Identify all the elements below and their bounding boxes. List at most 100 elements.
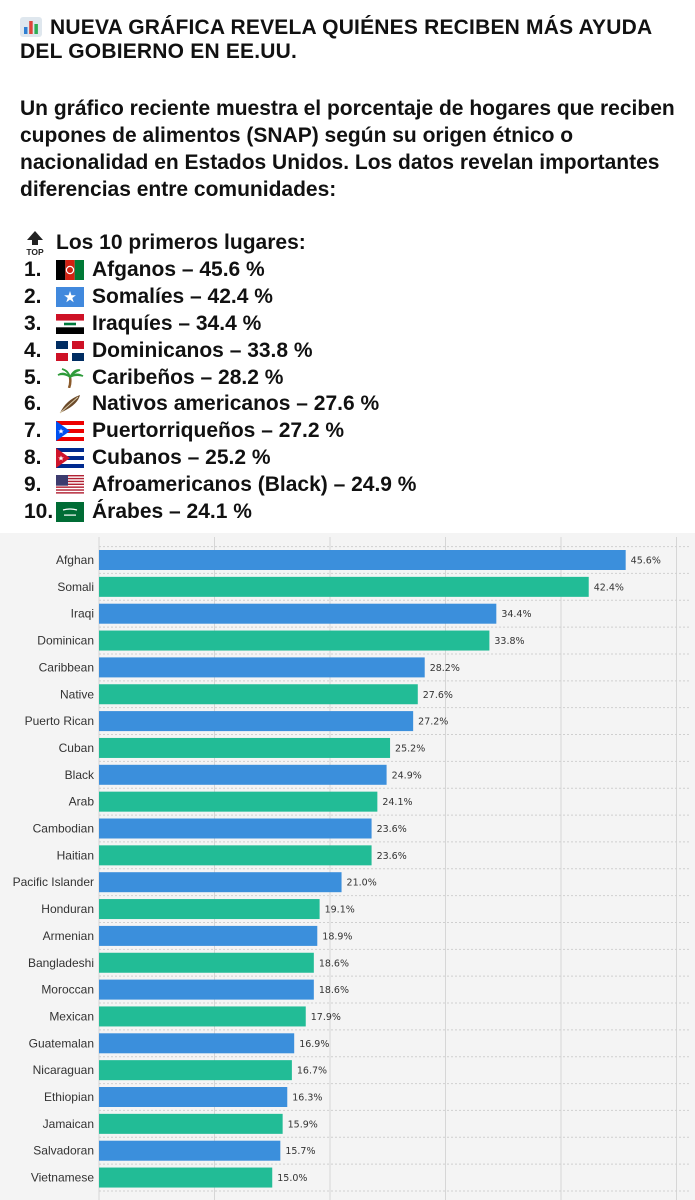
top-heading: TOP Los 10 primeros lugares:	[24, 230, 306, 256]
bar-mexican	[99, 1006, 306, 1027]
category-label: Somali	[57, 580, 94, 594]
bar-vietnamese	[99, 1167, 273, 1188]
ranking-list: 1. Afganos – 45.6 % 2. Somalíes – 42.4 % 3. I…	[24, 257, 416, 525]
value-label: 28.2%	[430, 663, 460, 674]
value-label: 19.1%	[325, 905, 355, 916]
ranking-text: Afganos – 45.6 %	[92, 258, 265, 282]
value-label: 23.6%	[377, 851, 407, 862]
bar-ethiopian	[99, 1087, 288, 1107]
value-label: 42.4%	[594, 582, 624, 593]
value-label: 16.7%	[297, 1066, 327, 1077]
value-label: 23.6%	[377, 824, 407, 835]
bar-bangladeshi	[99, 952, 314, 973]
ranking-text: Caribeños – 28.2 %	[92, 365, 284, 389]
value-label: 24.9%	[392, 770, 422, 781]
bar-haitian	[99, 845, 372, 866]
value-label: 18.6%	[319, 985, 349, 996]
category-label: Nicaraguan	[33, 1063, 94, 1077]
ranking-item: 4. Dominicanos – 33.8 %	[24, 337, 416, 364]
category-label: Moroccan	[41, 983, 94, 997]
value-label: 24.1%	[382, 797, 412, 808]
svg-text:TOP: TOP	[26, 247, 44, 256]
category-label: Pacific Islander	[13, 875, 94, 889]
bar-arab	[99, 791, 378, 812]
bar-caribbean	[99, 657, 425, 678]
bar-moroccan	[99, 979, 314, 1000]
ranking-number: 8.	[24, 445, 42, 469]
value-label: 16.9%	[299, 1039, 329, 1050]
puerto-rico-flag-icon	[56, 421, 84, 442]
value-label: 18.6%	[319, 958, 349, 969]
ranking-text: Iraquíes – 34.4 %	[92, 311, 262, 335]
dominican-republic-flag-icon	[56, 340, 84, 361]
bar-afghan	[99, 550, 626, 570]
top-heading-text: Los 10 primeros lugares:	[56, 231, 306, 254]
palm-tree-icon	[56, 367, 84, 388]
category-label: Haitian	[57, 848, 94, 862]
ranking-number: 9.	[24, 472, 42, 496]
ranking-text: Cubanos – 25.2 %	[92, 445, 271, 469]
ranking-number: 7.	[24, 419, 42, 443]
bar-guatemalan	[99, 1033, 295, 1054]
bar-salvadoran	[99, 1140, 281, 1161]
bar-cambodian	[99, 818, 372, 839]
category-label: Arab	[69, 795, 95, 809]
value-label: 17.9%	[311, 1012, 341, 1023]
category-label: Black	[65, 768, 95, 782]
bar-honduran	[99, 899, 320, 920]
bar-cuban	[99, 737, 391, 758]
ranking-number: 1.	[24, 258, 42, 282]
category-label: Guatemalan	[29, 1036, 94, 1050]
post-text-area: NUEVA GRÁFICA REVELA QUIÉNES RECIBEN MÁS…	[0, 0, 695, 533]
ranking-text: Árabes – 24.1 %	[92, 499, 252, 523]
category-label: Mexican	[49, 1009, 94, 1023]
bar-chart-svg: Afghan 45.6% Somali 42.4% Iraqi 34.4% Dominica…	[13, 537, 689, 1200]
category-label: Salvadoran	[33, 1144, 94, 1158]
ranking-number: 5.	[24, 365, 42, 389]
somalia-flag-icon	[56, 287, 84, 308]
value-label: 27.2%	[418, 717, 448, 728]
feather-icon	[56, 394, 84, 414]
value-label: 15.0%	[277, 1173, 307, 1184]
category-label: Cambodian	[33, 822, 94, 836]
ranking-item: 10. Árabes – 24.1 %	[24, 498, 416, 525]
value-label: 21.0%	[347, 878, 377, 889]
iraq-flag-icon	[56, 313, 84, 334]
afghanistan-flag-icon	[56, 260, 84, 281]
bar-native	[99, 684, 418, 705]
category-label: Dominican	[37, 634, 94, 648]
bar-somali	[99, 576, 589, 597]
ranking-text: Afroamericanos (Black) – 24.9 %	[92, 472, 417, 496]
ranking-item: 1. Afganos – 45.6 %	[24, 257, 416, 284]
saudi-arabia-flag-icon	[56, 501, 84, 522]
category-label: Ethiopian	[44, 1090, 94, 1104]
bar-nicaraguan	[99, 1060, 292, 1081]
category-label: Iraqi	[71, 607, 94, 621]
ranking-text: Somalíes – 42.4 %	[92, 285, 273, 309]
value-label: 34.4%	[501, 609, 531, 620]
ranking-item: 8. Cubanos – 25.2 %	[24, 445, 416, 472]
ranking-item: 3. Iraquíes – 34.4 %	[24, 311, 416, 338]
ranking-item: 2. Somalíes – 42.4 %	[24, 284, 416, 311]
ranking-number: 3.	[24, 311, 42, 335]
ranking-number: 6.	[24, 392, 42, 416]
bar-black	[99, 764, 387, 785]
cuba-flag-icon	[56, 447, 84, 468]
ranking-number: 4.	[24, 338, 42, 362]
headline-text: NUEVA GRÁFICA REVELA QUIÉNES RECIBEN MÁS…	[20, 16, 652, 63]
value-label: 15.7%	[285, 1146, 315, 1157]
bar-chart: Afghan 45.6% Somali 42.4% Iraqi 34.4% Dominica…	[0, 533, 695, 1200]
category-label: Vietnamese	[31, 1171, 94, 1185]
bar-iraqi	[99, 603, 497, 624]
body-paragraph: Un gráfico reciente muestra el porcentaj…	[20, 97, 675, 201]
category-label: Puerto Rican	[25, 714, 94, 728]
ranking-text: Dominicanos – 33.8 %	[92, 338, 313, 362]
category-label: Afghan	[56, 553, 94, 567]
category-label: Jamaican	[43, 1117, 94, 1131]
usa-flag-icon	[56, 474, 84, 495]
bar-pacific-islander	[99, 872, 342, 893]
value-label: 16.3%	[292, 1093, 322, 1104]
value-label: 15.9%	[288, 1119, 318, 1130]
value-label: 18.9%	[322, 931, 352, 942]
ranking-item: 6. Nativos americanos – 27.6 %	[24, 391, 416, 418]
